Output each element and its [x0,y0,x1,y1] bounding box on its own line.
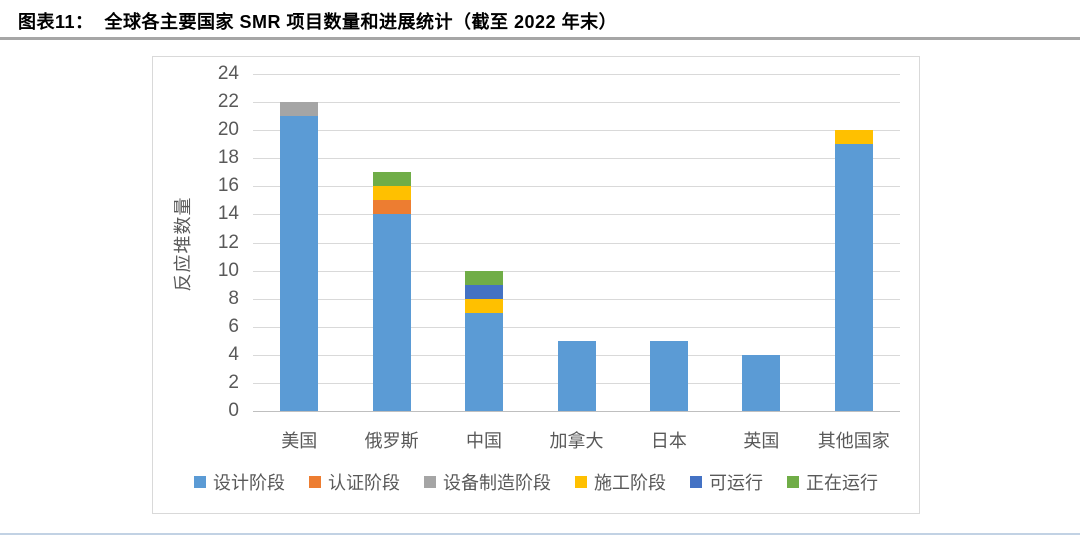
legend-label: 施工阶段 [594,473,666,493]
x-axis-label: 中国 [466,431,503,451]
y-tick-label: 8 [228,287,239,309]
y-tick-label: 6 [228,315,239,337]
gridline [253,102,900,104]
gridline [253,298,900,300]
legend-label: 正在运行 [806,473,878,493]
y-tick-label: 18 [217,147,239,169]
y-tick-label: 22 [217,91,239,113]
x-axis-line [253,411,900,412]
y-tick-label: 0 [228,400,239,421]
bar-segment [280,102,319,117]
legend-swatch [309,476,321,488]
x-axis-label: 俄罗斯 [364,431,419,451]
y-tick-label: 14 [217,203,239,225]
y-tick-label: 2 [228,371,239,393]
x-axis-label: 加拿大 [549,431,604,451]
gridline [253,74,900,75]
legend-swatch [787,476,799,488]
chart-container: 反应堆数量 0 2 4 6 8 10 12 14 16 18 20 22 24 美国 俄罗斯 中国 加拿大 日本英… [152,56,920,514]
title-divider [0,37,1080,40]
legend-swatch [575,476,587,488]
bottom-divider [0,533,1080,535]
bar-segment [834,144,873,411]
bar-segment [834,130,873,145]
legend-label: 认证阶段 [328,473,400,493]
bar-segment [742,354,781,411]
bar-segment [372,186,411,201]
x-axis-label: 美国 [281,431,318,451]
chart-legend: 设计阶段 认证阶段 设备制造阶段 施工阶段 可运行 正在运行 [153,469,919,495]
bar-segment [372,172,411,187]
legend-label: 可运行 [709,473,763,493]
gridline [253,186,900,188]
bar-segment [557,340,596,411]
legend-item: 设计阶段 [194,469,285,495]
x-axis-label: 日本 [650,431,687,451]
x-axis-label: 英国 [743,431,780,451]
plot-area: 0 2 4 6 8 10 12 14 16 18 20 22 24 美国 俄罗斯 中国 加拿大 日本 英国 其他国家 [218,63,900,451]
bar-segment [465,298,504,313]
legend-item: 正在运行 [787,469,878,495]
legend-swatch [194,476,206,488]
gridline [253,214,900,216]
figure-title: 图表11： 全球各主要国家 SMR 项目数量和进展统计（截至 2022 年末） [18,12,618,32]
legend-item: 施工阶段 [575,469,666,495]
y-tick-label: 16 [217,175,239,197]
gridline [253,242,900,244]
legend-label: 设备制造阶段 [443,473,551,493]
legend-item: 可运行 [690,469,763,495]
bar-segment [372,214,411,411]
y-tick-label: 12 [217,231,239,253]
bar-segment [465,284,504,299]
legend-item: 认证阶段 [309,469,400,495]
y-tick-label: 4 [228,343,239,365]
bar-segment [372,200,411,215]
bar-segment [465,270,504,285]
gridline [253,130,900,132]
bar-segment [465,312,504,411]
y-tick-label: 24 [217,63,239,84]
legend-swatch [690,476,702,488]
legend-item: 设备制造阶段 [424,469,551,495]
y-tick-label: 10 [217,259,239,281]
gridline [253,270,900,272]
gridline [253,158,900,160]
legend-label: 设计阶段 [213,473,285,493]
legend-swatch [424,476,436,488]
x-axis-label: 其他国家 [817,431,890,451]
bar-segment [649,340,688,411]
bar-segment [280,116,319,411]
y-tick-label: 20 [217,119,239,141]
gridline [253,326,900,328]
